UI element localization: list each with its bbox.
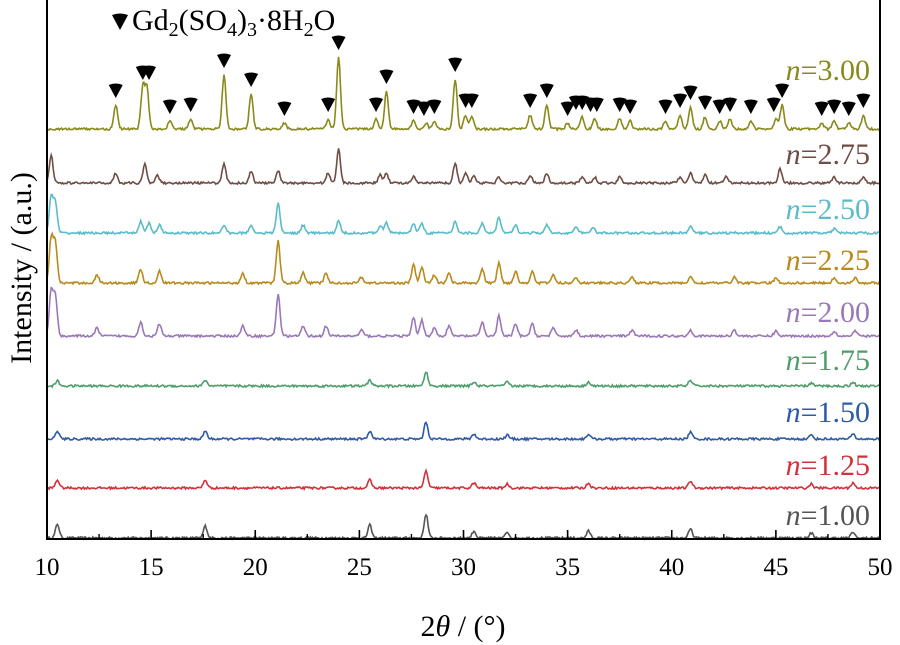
series-line (46, 231, 881, 286)
phase-marker (712, 99, 727, 114)
series-line (46, 148, 881, 186)
legend-label: Gd2(SO4)3·8H2O (132, 4, 335, 41)
x-tick-label: 20 (243, 554, 268, 581)
phase-marker (108, 83, 123, 98)
phase-marker (723, 97, 738, 112)
series-label: n=2.75 (786, 138, 870, 171)
series-label: n=1.25 (786, 449, 870, 482)
series-label: n=1.50 (786, 396, 870, 429)
phase-marker (827, 99, 842, 114)
series-label: n=1.75 (786, 344, 870, 377)
series-label: n=2.25 (786, 244, 870, 277)
phase-marker (698, 95, 713, 110)
phase-marker (658, 99, 673, 114)
series-line (47, 468, 881, 491)
phase-marker (589, 97, 604, 112)
phase-marker (683, 85, 698, 100)
phase-marker (331, 35, 346, 50)
series-label: n=1.00 (786, 499, 870, 532)
phase-marker (142, 65, 157, 80)
phase-marker (856, 93, 871, 108)
series-line (46, 56, 881, 132)
phase-marker (612, 97, 627, 112)
phase-marker (623, 99, 638, 114)
y-axis-title: Intensity / (a.u.) (5, 172, 38, 364)
series-label: n=2.50 (786, 193, 870, 226)
x-tick-label: 10 (35, 554, 60, 581)
phase-marker (427, 99, 442, 114)
x-tick-label: 40 (659, 554, 684, 581)
phase-marker (406, 99, 421, 114)
x-tick-layer: 10 15 20 25 30 35 40 45 50 (35, 530, 893, 581)
series-line (46, 286, 881, 339)
phase-marker (448, 57, 463, 72)
phase-marker (162, 99, 177, 114)
legend: Gd2(SO4)3·8H2O (112, 4, 335, 41)
series-label: n=2.00 (786, 296, 870, 329)
series-line (46, 421, 881, 442)
series-label-layer: n=1.00 n=1.25 n=1.50 n=1.75 n=2.00 n=2.25 n=2.… (786, 54, 870, 532)
phase-marker (183, 97, 198, 112)
x-tick-label: 45 (763, 554, 788, 581)
phase-marker (673, 93, 688, 108)
phase-marker (766, 97, 781, 112)
phase-marker-layer (108, 35, 871, 116)
phase-marker (539, 83, 554, 98)
phase-marker (523, 93, 538, 108)
phase-marker (416, 101, 431, 116)
series-line (46, 193, 881, 236)
x-tick-label: 50 (868, 554, 893, 581)
x-tick-label: 35 (555, 554, 580, 581)
phase-marker (321, 97, 336, 112)
phase-marker (379, 69, 394, 84)
series-layer (46, 56, 881, 541)
phase-marker (560, 101, 575, 116)
phase-marker (464, 93, 479, 108)
phase-marker (244, 72, 259, 87)
x-tick-label: 30 (451, 554, 476, 581)
phase-marker (277, 101, 292, 116)
phase-marker (369, 97, 384, 112)
phase-marker (743, 99, 758, 114)
x-axis-title: 2θ / (°) (420, 610, 505, 643)
series-line (46, 371, 881, 389)
plot-frame (46, 0, 881, 540)
legend-marker-icon (112, 13, 128, 30)
x-tick-label: 15 (139, 554, 164, 581)
phase-marker (814, 101, 829, 116)
x-tick-label: 25 (347, 554, 372, 581)
phase-marker (841, 101, 856, 116)
phase-marker (217, 53, 232, 68)
phase-marker (775, 83, 790, 98)
series-label: n=3.00 (786, 54, 870, 87)
